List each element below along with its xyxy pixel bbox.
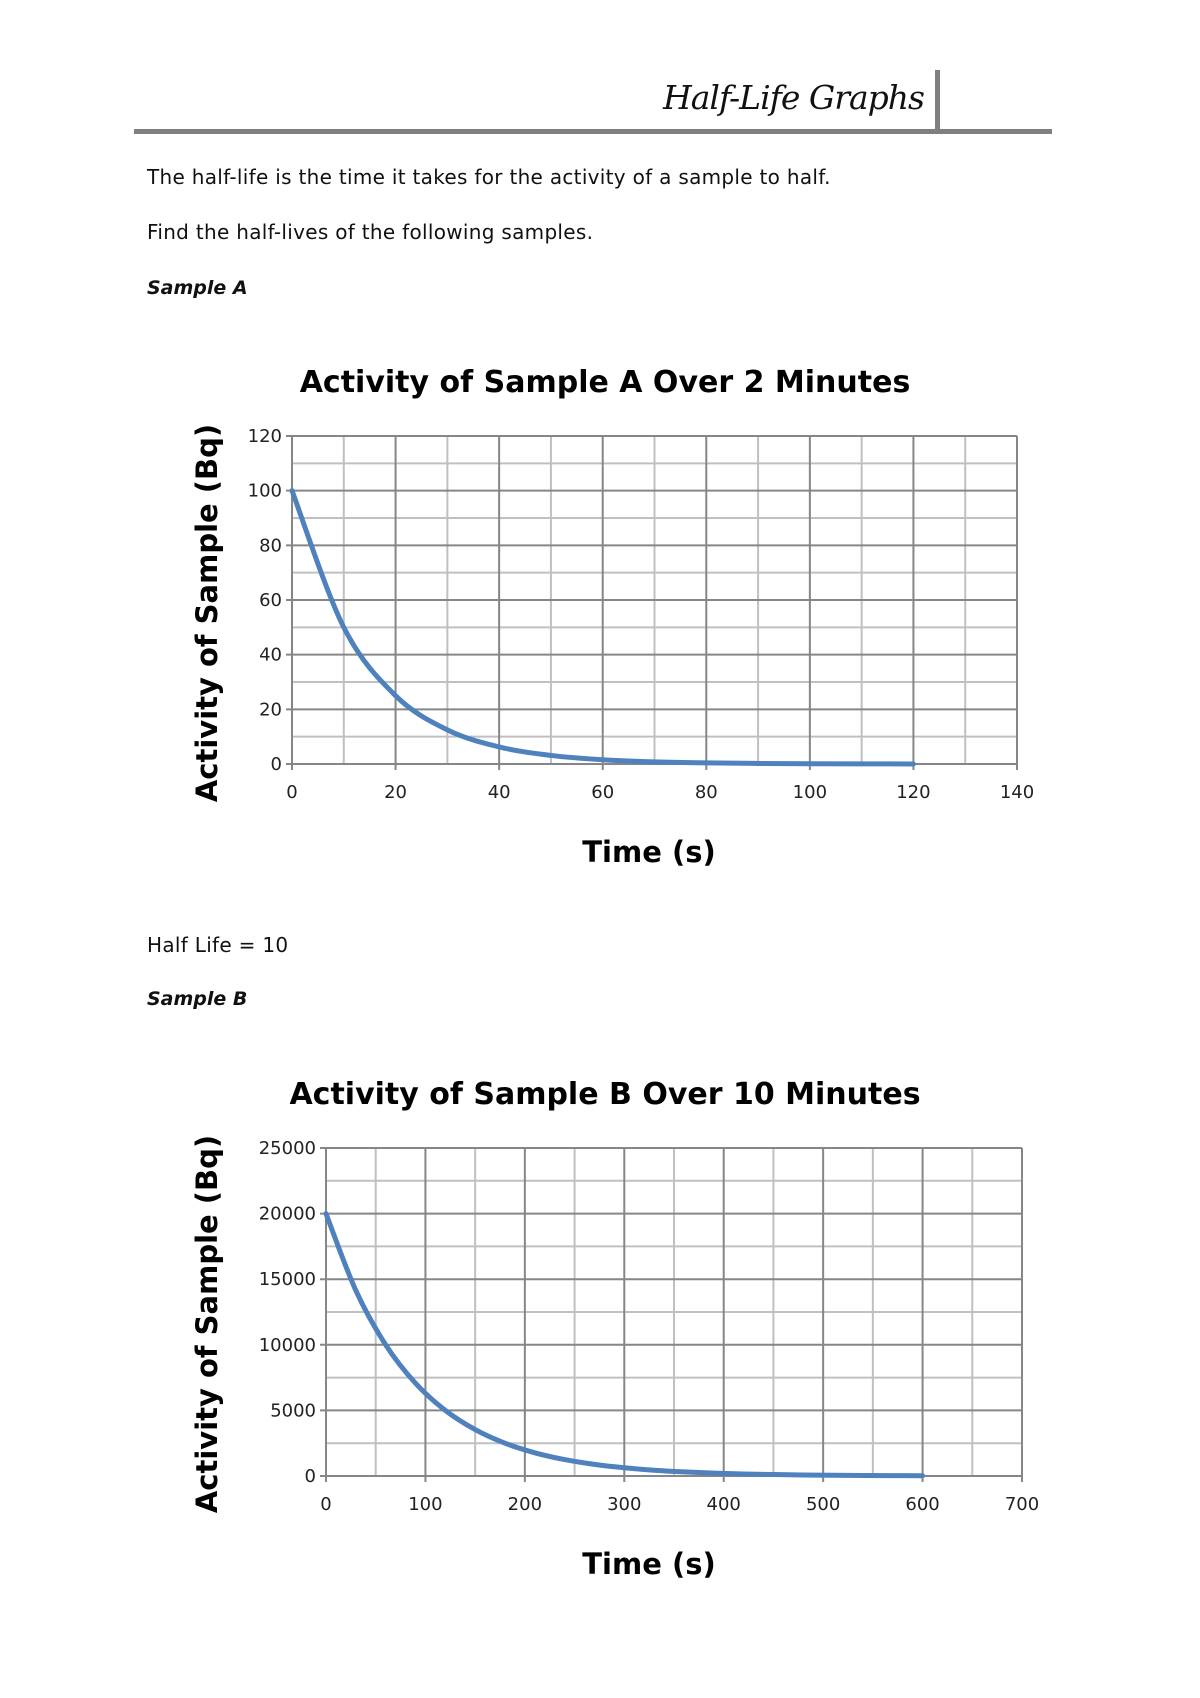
x-tick-label: 0 — [320, 1494, 331, 1515]
x-tick-label: 80 — [695, 782, 718, 803]
x-tick-label: 600 — [905, 1494, 939, 1515]
y-axis-label: Activity of Sample (Bq) — [190, 1135, 224, 1513]
x-tick-label: 100 — [408, 1494, 442, 1515]
x-tick-label: 0 — [286, 782, 297, 803]
x-tick-label: 40 — [488, 782, 511, 803]
y-tick-label: 20 — [259, 699, 282, 720]
title-divider-vertical — [935, 70, 940, 132]
y-tick-label: 20000 — [259, 1204, 316, 1225]
y-tick-label: 120 — [248, 426, 282, 447]
y-tick-label: 25000 — [259, 1138, 316, 1159]
x-tick-label: 120 — [896, 782, 930, 803]
x-tick-label: 140 — [1000, 782, 1034, 803]
x-tick-label: 400 — [707, 1494, 741, 1515]
y-tick-label: 40 — [259, 645, 282, 666]
y-tick-label: 60 — [259, 590, 282, 611]
sample-a-answer: Half Life = 10 — [147, 933, 289, 957]
x-tick-label: 700 — [1005, 1494, 1039, 1515]
y-tick-label: 100 — [248, 481, 282, 502]
x-tick-label: 300 — [607, 1494, 641, 1515]
decay-curve — [289, 488, 916, 767]
x-tick-label: 500 — [806, 1494, 840, 1515]
y-tick-label: 0 — [305, 1466, 316, 1487]
x-axis-label: Time (s) — [582, 1547, 715, 1581]
intro-line-1: The half-life is the time it takes for t… — [147, 165, 831, 189]
x-tick-label: 100 — [793, 782, 827, 803]
chart-sample-b: Activity of Sample B Over 10 Minutes Tim… — [190, 1077, 1039, 1581]
y-tick-label: 80 — [259, 535, 282, 556]
x-tick-label: 200 — [508, 1494, 542, 1515]
y-axis-label: Activity of Sample (Bq) — [190, 424, 224, 802]
y-tick-label: 5000 — [270, 1400, 316, 1421]
chart-title: Activity of Sample A Over 2 Minutes — [300, 365, 911, 400]
sample-a-heading: Sample A — [147, 277, 248, 299]
sample-b-heading: Sample B — [147, 988, 248, 1010]
x-axis-label: Time (s) — [582, 835, 715, 869]
y-tick-label: 0 — [271, 754, 282, 775]
y-tick-label: 10000 — [259, 1335, 316, 1356]
intro-line-2: Find the half-lives of the following sam… — [147, 220, 594, 244]
title-rule — [134, 129, 1052, 134]
x-tick-label: 20 — [384, 782, 407, 803]
y-tick-label: 15000 — [259, 1269, 316, 1290]
x-tick-label: 60 — [591, 782, 614, 803]
chart-title: Activity of Sample B Over 10 Minutes — [289, 1077, 920, 1112]
document-title: Half-Life Graphs — [662, 78, 925, 117]
chart-sample-a: Activity of Sample A Over 2 Minutes Time… — [190, 365, 1034, 869]
